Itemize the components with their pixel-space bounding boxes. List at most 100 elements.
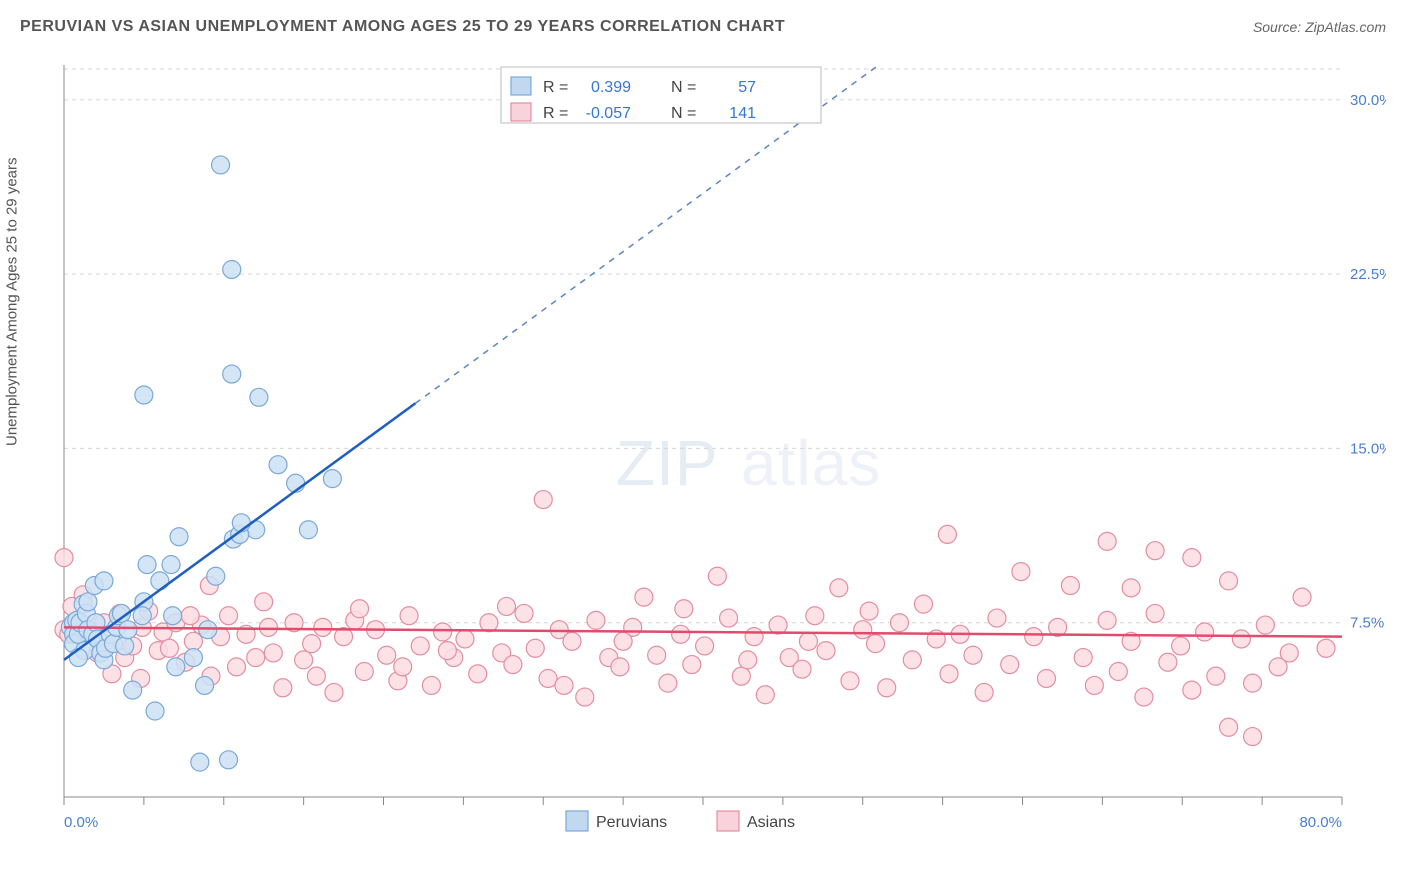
data-point [1001, 656, 1019, 674]
data-point [1012, 563, 1030, 581]
legend-swatch [566, 811, 588, 831]
data-point [914, 595, 932, 613]
legend-n-label: N = [671, 79, 696, 96]
data-point [456, 630, 474, 648]
data-point [1146, 604, 1164, 622]
data-point [264, 644, 282, 662]
data-point [355, 663, 373, 681]
regression-line-asians [64, 627, 1342, 636]
legend-n-label: N = [671, 105, 696, 122]
data-point [1146, 542, 1164, 560]
data-point [611, 658, 629, 676]
source-name: ZipAtlas.com [1305, 19, 1386, 35]
data-point [964, 646, 982, 664]
data-point [498, 597, 516, 615]
data-point [220, 607, 238, 625]
data-point [247, 649, 265, 667]
x-tick-label: 80.0% [1299, 814, 1342, 831]
data-point [207, 567, 225, 585]
data-point [675, 600, 693, 618]
data-point [1183, 681, 1201, 699]
legend-r-label: R = [543, 79, 568, 96]
data-point [167, 658, 185, 676]
data-point [95, 572, 113, 590]
y-tick-label: 30.0% [1350, 92, 1386, 109]
x-tick-label: 0.0% [64, 814, 98, 831]
data-point [378, 646, 396, 664]
data-point [55, 549, 73, 567]
source-prefix: Source: [1253, 19, 1305, 35]
legend-n-value: 57 [738, 79, 756, 96]
data-point [587, 611, 605, 629]
data-point [756, 686, 774, 704]
data-point [196, 676, 214, 694]
data-point [184, 632, 202, 650]
data-point [576, 688, 594, 706]
data-point [890, 614, 908, 632]
data-point [1196, 623, 1214, 641]
data-point [480, 614, 498, 632]
data-point [683, 656, 701, 674]
data-point [672, 625, 690, 643]
data-point [860, 602, 878, 620]
data-point [1280, 644, 1298, 662]
data-point [181, 607, 199, 625]
watermark-text: ZIP [616, 427, 719, 499]
data-point [732, 667, 750, 685]
data-point [1085, 676, 1103, 694]
data-point [817, 642, 835, 660]
data-point [295, 651, 313, 669]
legend-swatch [717, 811, 739, 831]
legend-label: Peruvians [596, 814, 667, 831]
y-tick-label: 7.5% [1350, 615, 1384, 632]
data-point [534, 491, 552, 509]
data-point [1232, 630, 1250, 648]
data-point [1061, 577, 1079, 595]
data-point [124, 681, 142, 699]
data-point [696, 637, 714, 655]
data-point [69, 649, 87, 667]
data-point [806, 607, 824, 625]
data-point [1074, 649, 1092, 667]
y-tick-label: 22.5% [1350, 266, 1386, 283]
data-point [434, 623, 452, 641]
data-point [250, 388, 268, 406]
legend-label: Asians [747, 814, 795, 831]
data-point [635, 588, 653, 606]
data-point [299, 521, 317, 539]
data-point [830, 579, 848, 597]
data-point [1122, 579, 1140, 597]
data-point [1317, 639, 1335, 657]
data-point [220, 751, 238, 769]
data-point [223, 260, 241, 278]
data-point [259, 618, 277, 636]
data-point [164, 607, 182, 625]
data-point [648, 646, 666, 664]
data-point [539, 669, 557, 687]
data-point [269, 456, 287, 474]
data-point [79, 593, 97, 611]
data-point [469, 665, 487, 683]
legend-swatch [511, 77, 531, 95]
legend-n-value: 141 [729, 105, 756, 122]
data-point [739, 651, 757, 669]
data-point [191, 753, 209, 771]
data-point [1159, 653, 1177, 671]
source: Source: ZipAtlas.com [1253, 19, 1386, 35]
data-point [162, 556, 180, 574]
data-point [314, 618, 332, 636]
legend-r-value: 0.399 [591, 79, 631, 96]
data-point [135, 386, 153, 404]
data-point [116, 637, 134, 655]
legend-r-label: R = [543, 105, 568, 122]
data-point [438, 642, 456, 660]
data-point [1207, 667, 1225, 685]
data-point [138, 556, 156, 574]
y-axis-label: Unemployment Among Ages 25 to 29 years [4, 157, 21, 446]
data-point [394, 658, 412, 676]
data-point [988, 609, 1006, 627]
data-point [422, 676, 440, 694]
data-point [1037, 669, 1055, 687]
data-point [323, 470, 341, 488]
data-point [504, 656, 522, 674]
